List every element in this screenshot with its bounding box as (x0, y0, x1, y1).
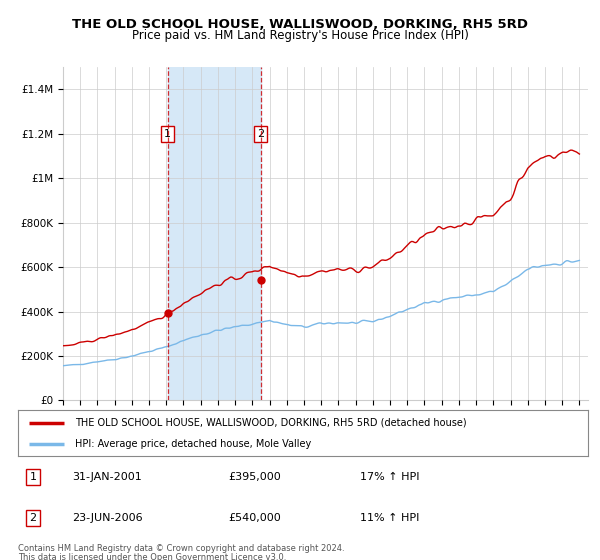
Text: 1: 1 (29, 472, 37, 482)
Text: 17% ↑ HPI: 17% ↑ HPI (360, 472, 419, 482)
Text: 23-JUN-2006: 23-JUN-2006 (72, 513, 143, 523)
Text: 1: 1 (164, 129, 171, 139)
Text: THE OLD SCHOOL HOUSE, WALLISWOOD, DORKING, RH5 5RD (detached house): THE OLD SCHOOL HOUSE, WALLISWOOD, DORKIN… (75, 418, 467, 428)
Text: 11% ↑ HPI: 11% ↑ HPI (360, 513, 419, 523)
Text: £395,000: £395,000 (228, 472, 281, 482)
Bar (167, 67, 260, 400)
Text: 31-JAN-2001: 31-JAN-2001 (72, 472, 142, 482)
Text: HPI: Average price, detached house, Mole Valley: HPI: Average price, detached house, Mole… (75, 439, 311, 449)
Text: Price paid vs. HM Land Registry's House Price Index (HPI): Price paid vs. HM Land Registry's House … (131, 29, 469, 42)
Text: 2: 2 (257, 129, 264, 139)
Text: THE OLD SCHOOL HOUSE, WALLISWOOD, DORKING, RH5 5RD: THE OLD SCHOOL HOUSE, WALLISWOOD, DORKIN… (72, 18, 528, 31)
Text: This data is licensed under the Open Government Licence v3.0.: This data is licensed under the Open Gov… (18, 553, 286, 560)
Text: £540,000: £540,000 (228, 513, 281, 523)
Text: 2: 2 (29, 513, 37, 523)
Text: Contains HM Land Registry data © Crown copyright and database right 2024.: Contains HM Land Registry data © Crown c… (18, 544, 344, 553)
